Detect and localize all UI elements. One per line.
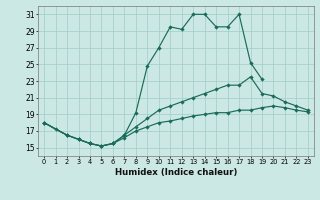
X-axis label: Humidex (Indice chaleur): Humidex (Indice chaleur) [115,168,237,177]
